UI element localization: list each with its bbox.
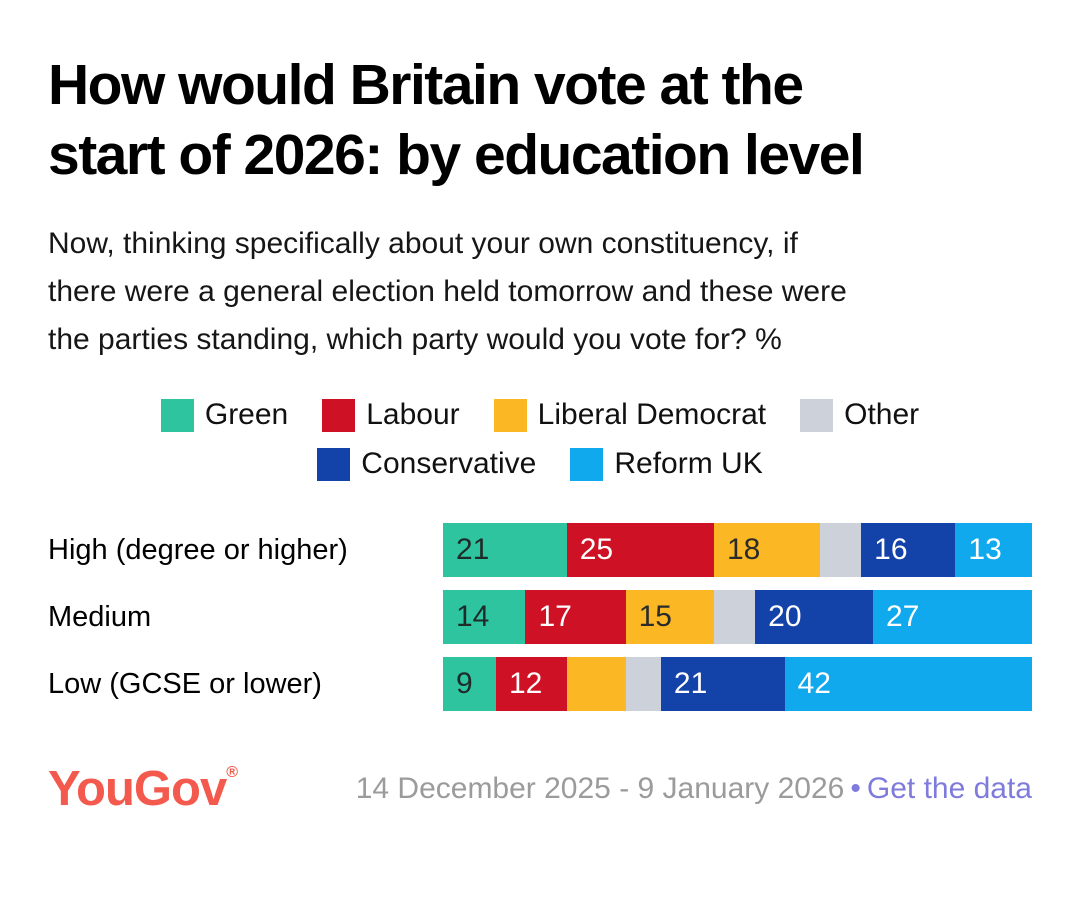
legend-swatch-other	[800, 398, 834, 432]
page-title-line-1: How would Britain vote at the	[48, 53, 804, 117]
bar-segment-labour: 12	[496, 657, 567, 712]
get-the-data-link[interactable]: Get the data	[866, 772, 1032, 806]
legend: Green Labour Liberal Democrat Other Conserva…	[48, 398, 1032, 481]
legend-swatch-liberal-democrat	[493, 398, 527, 432]
category-label: High (degree or higher)	[48, 533, 348, 566]
date-range: 14 December 2025 - 9 January 2026	[355, 772, 845, 806]
bar-segment-green: 21	[443, 523, 567, 578]
segment-value: 17	[538, 600, 572, 634]
segment-value: 25	[579, 533, 614, 567]
page: How would Britain vote at the start of 2…	[0, 50, 1080, 817]
legend-label: Other	[844, 398, 920, 432]
legend-label: Green	[204, 398, 289, 432]
legend-item-reform-uk: Reform UK	[570, 447, 763, 481]
stacked-bar: 21 25 18 16 13	[443, 523, 1032, 578]
legend-swatch-reform-uk	[570, 447, 604, 481]
segment-value: 18	[726, 533, 761, 567]
legend-swatch-labour	[322, 398, 356, 432]
legend-row: Conservative Reform UK	[317, 447, 763, 481]
separator-dot: •	[850, 772, 861, 806]
survey-question-line-3: the parties standing, which party would …	[48, 323, 782, 357]
segment-value: 12	[509, 667, 543, 701]
legend-item-green: Green	[160, 398, 289, 432]
legend-item-other: Other	[800, 398, 919, 432]
bar-segment-green: 14	[443, 590, 526, 645]
stacked-bar: 9 12 21 42	[443, 657, 1032, 712]
segment-value: 15	[638, 600, 672, 634]
bar-segment-liberal-democrat: 15	[625, 590, 714, 645]
segment-value: 20	[768, 600, 802, 634]
chart-row-high-degree-or-higher-: High (degree or higher) 21 25 18 16 13	[48, 523, 1032, 578]
stacked-bar: 14 17 15 20 27	[443, 590, 1032, 645]
legend-label: Conservative	[361, 447, 537, 481]
survey-question-line-2: there were a general election held tomor…	[48, 275, 847, 309]
bar-segment-reform-uk: 27	[872, 590, 1032, 645]
segment-value: 42	[797, 667, 831, 701]
footer: YouGov® 14 December 2025 - 9 January 202…	[48, 761, 1032, 817]
bar-segment-labour: 25	[566, 523, 714, 578]
yougov-logo: YouGov®	[48, 761, 238, 817]
bar-segment-liberal-democrat: 18	[713, 523, 820, 578]
legend-row: Green Labour Liberal Democrat Other	[160, 398, 919, 432]
category-label: Medium	[48, 600, 152, 633]
bar-segment-other	[819, 523, 862, 578]
segment-value: 16	[874, 533, 908, 567]
chart: High (degree or higher) 21 25 18 16 13 Medium 1…	[48, 523, 1032, 712]
page-title: How would Britain vote at the start of 2…	[48, 50, 1032, 190]
segment-value: 14	[456, 600, 490, 634]
survey-question: Now, thinking specifically about your ow…	[48, 220, 1032, 364]
legend-swatch-conservative	[317, 447, 351, 481]
bar-segment-green: 9	[443, 657, 496, 712]
bar-segment-conservative: 20	[755, 590, 873, 645]
legend-label: Liberal Democrat	[537, 398, 767, 432]
page-title-line-2: start of 2026: by education level	[48, 123, 865, 188]
category-label: Low (GCSE or lower)	[48, 667, 322, 700]
bar-segment-liberal-democrat	[566, 657, 626, 712]
legend-swatch-green	[160, 398, 194, 432]
bar-segment-labour: 17	[525, 590, 626, 645]
segment-value: 21	[456, 533, 490, 567]
segment-value: 21	[673, 667, 708, 701]
registered-mark: ®	[226, 764, 238, 782]
bar-segment-other	[713, 590, 756, 645]
segment-value: 27	[885, 600, 920, 634]
fieldwork-dates: 14 December 2025 - 9 January 2026 • Get th…	[356, 772, 1032, 806]
legend-item-labour: Labour	[322, 398, 460, 432]
legend-label: Reform UK	[614, 447, 763, 481]
yougov-logo-text: YouGov	[48, 762, 227, 817]
segment-value: 9	[456, 667, 473, 701]
bar-segment-other	[625, 657, 661, 712]
legend-item-conservative: Conservative	[317, 447, 536, 481]
bar-segment-reform-uk: 13	[955, 523, 1032, 578]
bar-segment-reform-uk: 42	[784, 657, 1032, 712]
survey-question-line-1: Now, thinking specifically about your ow…	[48, 227, 798, 261]
bar-segment-conservative: 21	[660, 657, 785, 712]
chart-row-low-gcse-or-lower-: Low (GCSE or lower) 9 12 21 42	[48, 657, 1032, 712]
segment-value: 13	[968, 533, 1002, 567]
legend-item-liberal-democrat: Liberal Democrat	[493, 398, 767, 432]
bar-segment-conservative: 16	[861, 523, 956, 578]
chart-row-medium: Medium 14 17 15 20 27	[48, 590, 1032, 645]
legend-label: Labour	[366, 398, 460, 432]
